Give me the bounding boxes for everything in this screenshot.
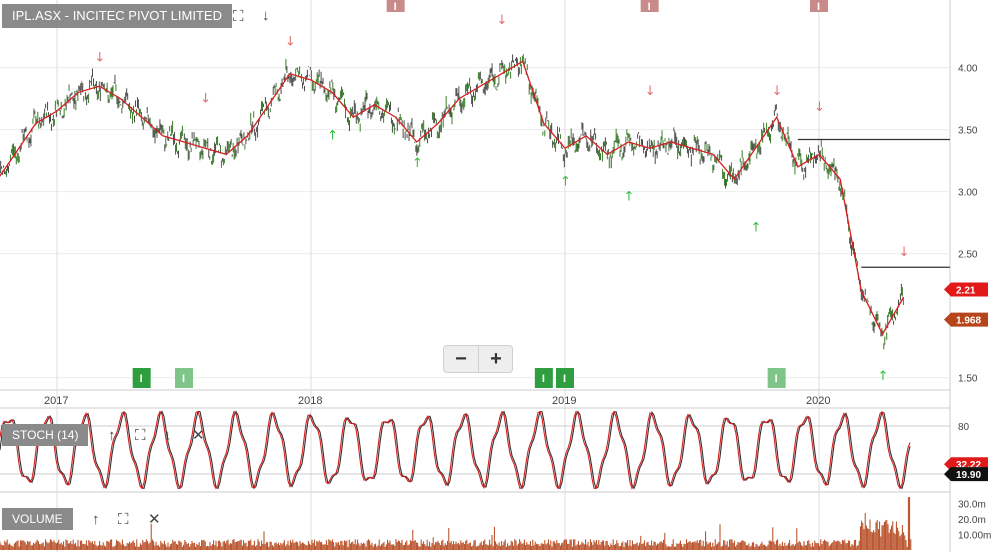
- event-marker: [640, 0, 659, 12]
- x-tick-label: 2020: [806, 395, 830, 407]
- event-marker-label: I: [563, 373, 566, 385]
- stoch-tick-label: 80: [958, 422, 970, 433]
- sell-signal-icon: ↓: [94, 50, 105, 65]
- price-flag-shape: [944, 312, 988, 327]
- arrow-down-icon[interactable]: ↓: [262, 7, 270, 24]
- price-bars: [0, 54, 904, 350]
- x-tick-label: 2018: [298, 395, 322, 407]
- price-flag-label: 1.968: [956, 316, 981, 327]
- buy-signal-icon: ↑: [412, 156, 423, 171]
- buy-signal-icon: ↑: [327, 129, 338, 144]
- event-marker: [767, 368, 786, 388]
- close-icon[interactable]: ✕: [148, 511, 161, 528]
- chart-title: IPL.ASX - INCITEC PIVOT LIMITED: [2, 4, 232, 28]
- volume-bars: [0, 497, 912, 550]
- expand-icon[interactable]: ⛶: [118, 511, 129, 528]
- zoom-control: − +: [443, 345, 513, 373]
- event-marker-label: I: [817, 1, 820, 13]
- event-marker-label: I: [394, 1, 397, 13]
- event-marker: [810, 0, 828, 12]
- volume-title: VOLUME: [2, 508, 73, 530]
- sell-signal-icon: ↓: [645, 84, 656, 99]
- arrow-down-icon[interactable]: ↓: [164, 427, 172, 444]
- zoom-in-button[interactable]: +: [478, 346, 513, 372]
- sell-signal-icon: ↓: [497, 13, 508, 28]
- x-tick-label: 2017: [44, 395, 68, 407]
- price-flag-label: 2.21: [956, 286, 976, 297]
- sell-signal-icon: ↓: [814, 100, 825, 115]
- sell-signal-icon: ↓: [285, 34, 296, 49]
- stoch-title: STOCH (14): [2, 424, 89, 446]
- event-marker: [556, 368, 574, 388]
- event-marker-label: I: [182, 373, 185, 385]
- sell-signal-icon: ↓: [200, 91, 211, 106]
- stoch-line: [0, 410, 911, 490]
- stoch-line: [0, 410, 911, 490]
- event-marker: [534, 368, 553, 388]
- expand-icon[interactable]: ⛶: [233, 8, 244, 25]
- price-flag: 2.21: [944, 282, 988, 297]
- price-flag: 1.968: [944, 312, 988, 327]
- y-tick-label: 2.50: [958, 250, 978, 261]
- event-marker-label: I: [542, 373, 545, 385]
- event-marker-label: I: [775, 373, 778, 385]
- event-marker-label: I: [140, 373, 143, 385]
- buy-signal-icon: ↑: [878, 369, 889, 384]
- event-marker-label: I: [648, 1, 651, 13]
- volume-tick-label: 10.00m: [958, 530, 991, 541]
- expand-icon[interactable]: ⛶: [135, 427, 146, 444]
- arrow-up-icon[interactable]: ↑: [92, 511, 100, 528]
- y-tick-label: 1.50: [958, 374, 978, 385]
- volume-tick-label: 30.0m: [958, 499, 986, 510]
- price-flag: 19.90: [944, 467, 988, 482]
- price-flag-shape: [944, 467, 988, 482]
- y-tick-label: 3.50: [958, 126, 978, 137]
- price-flag-shape: [944, 282, 988, 297]
- zoom-out-button[interactable]: −: [455, 348, 467, 370]
- buy-signal-icon: ↑: [560, 174, 571, 189]
- arrow-up-icon[interactable]: ↑: [108, 427, 116, 444]
- event-marker: [132, 368, 151, 388]
- event-marker: [386, 0, 405, 12]
- event-marker: [175, 368, 193, 388]
- x-tick-label: 2019: [552, 395, 576, 407]
- buy-signal-icon: ↑: [624, 189, 635, 204]
- y-tick-label: 3.00: [958, 188, 978, 199]
- volume-tick-label: 20.0m: [958, 515, 986, 526]
- close-icon[interactable]: ✕: [192, 427, 205, 444]
- price-line: [0, 60, 905, 336]
- buy-signal-icon: ↑: [751, 220, 762, 235]
- y-tick-label: 4.00: [958, 64, 978, 75]
- sell-signal-icon: ↓: [772, 84, 783, 99]
- price-flag-label: 19.90: [956, 470, 981, 481]
- price-flag-label: 32.22: [956, 460, 981, 471]
- sell-signal-icon: ↓: [899, 245, 910, 260]
